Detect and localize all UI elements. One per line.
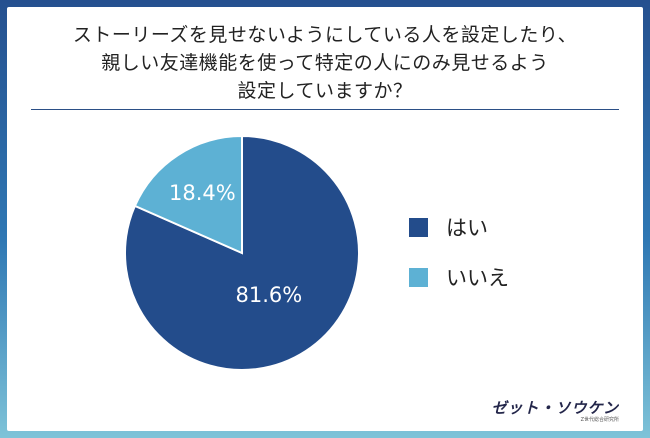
brand-logo: ゼット・ソウケン Z世代総合研究所 — [491, 397, 619, 423]
legend-item-no: いいえ — [409, 263, 509, 291]
brand-logo-subtitle: Z世代総合研究所 — [580, 417, 619, 423]
legend-item-yes: はい — [409, 213, 509, 241]
chart-legend: はい いいえ — [409, 213, 509, 313]
pie-chart: 81.6% 18.4% — [124, 134, 360, 371]
brand-logo-name: ゼット・ソウケン — [491, 399, 619, 417]
title-divider — [31, 109, 619, 110]
legend-label-no: いいえ — [446, 266, 509, 290]
legend-swatch-no — [409, 267, 428, 287]
pie-label-yes: 81.6% — [235, 283, 302, 307]
chart-card: ストーリーズを見せないようにしている人を設定したり、 親しい友達機能を使って特定… — [7, 7, 643, 431]
pie-slice-no — [133, 134, 243, 255]
legend-swatch-yes — [409, 217, 428, 237]
chart-title: ストーリーズを見せないようにしている人を設定したり、 親しい友達機能を使って特定… — [72, 24, 578, 102]
legend-label-yes: はい — [446, 216, 488, 240]
pie-label-no: 18.4% — [169, 181, 236, 205]
